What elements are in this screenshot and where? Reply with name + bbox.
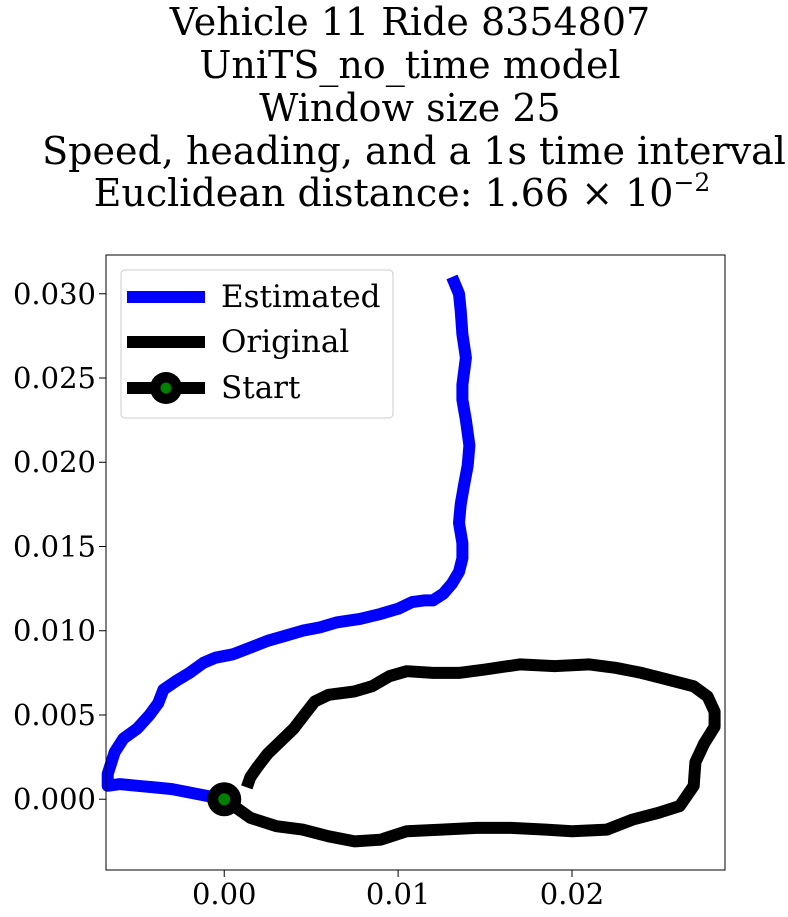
title-exponent: −2 [673, 168, 710, 197]
y-tick-label: 0.015 [13, 529, 96, 563]
y-tick-label: 0.010 [13, 614, 96, 648]
plot-area [101, 274, 721, 848]
legend-frame [120, 269, 394, 419]
y-tick-label: 0.000 [13, 782, 96, 816]
legend-original-label: Original [221, 324, 349, 360]
title-line-5: Euclidean distance: 1.66 × 10−2 [94, 168, 711, 215]
y-tick-label: 0.005 [13, 698, 96, 732]
series-line-estimated [101, 274, 476, 806]
title-line-5-main: Euclidean distance: 1.66 × 10 [94, 171, 674, 215]
x-tick-label: 0.02 [540, 877, 605, 911]
y-tick-label: 0.020 [13, 445, 96, 479]
legend-start-label: Start [221, 370, 301, 406]
title-line-3: Window size 25 [259, 86, 560, 130]
y-tick-label: 0.025 [13, 361, 96, 395]
title-line-4: Speed, heading, and a 1s time interval [42, 129, 786, 173]
start-marker-center [218, 793, 231, 806]
x-tick-label: 0.01 [366, 877, 431, 911]
chart-title: Vehicle 11 Ride 8354807 UniTS_no_time mo… [42, 0, 786, 215]
y-tick-label: 0.030 [13, 277, 96, 311]
legend-start-marker-center [160, 382, 172, 394]
legend-estimated-label: Estimated [221, 279, 380, 315]
axes: 0.00 0.01 0.02 0.000 0.005 0.010 0.015 0.020 0.0… [13, 277, 604, 911]
plot-frame [105, 254, 726, 871]
series-line-original [220, 658, 721, 848]
x-tick-label: 0.00 [192, 877, 257, 911]
title-line-2: UniTS_no_time model [199, 43, 620, 88]
legend: Estimated Original Start [120, 269, 394, 419]
title-line-1: Vehicle 11 Ride 8354807 [169, 0, 650, 44]
